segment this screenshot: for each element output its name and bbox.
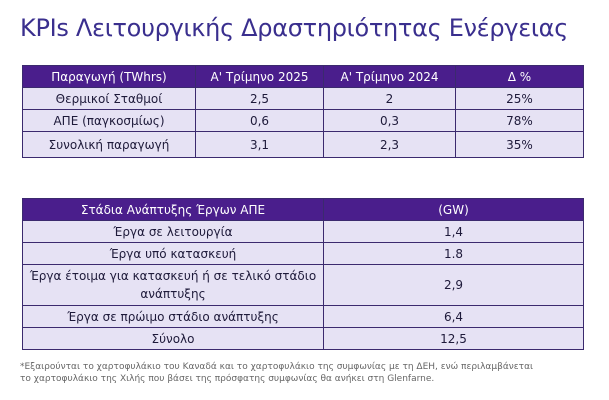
cell: Συνολική παραγωγή [22,131,196,158]
header-cell: Δ % [455,65,584,88]
kpi-table: Παραγωγή (TWhrs) Α' Τρίμηνο 2025 Α' Τρίμην… [22,65,584,158]
cell: Έργα υπό κατασκευή [22,242,324,265]
header-row: Παραγωγή (TWhrs) Α' Τρίμηνο 2025 Α' Τρίμην… [22,65,584,88]
cell: Έργα έτοιμα για κατασκευή ή σε τελικό στ… [22,264,324,306]
row: Έργα σε λειτουργία 1,4 [22,220,584,243]
cell: 6,4 [323,305,584,328]
row: Θερμικοί Σταθμοί 2,5 2 25% [22,87,584,110]
cell: 2,5 [195,87,324,110]
header-cell: Α' Τρίμηνο 2024 [323,65,456,88]
header-cell: Α' Τρίμηνο 2025 [195,65,324,88]
row: Έργα έτοιμα για κατασκευή ή σε τελικό στ… [22,264,584,306]
cell: 1.8 [323,242,584,265]
row: ΑΠΕ (παγκοσμίως) 0,6 0,3 78% [22,109,584,132]
header-row: Στάδια Ανάπτυξης Έργων ΑΠΕ (GW) [22,198,584,221]
projects-table: Στάδια Ανάπτυξης Έργων ΑΠΕ (GW) Έργα σε λε… [22,198,584,350]
cell: 2,9 [323,264,584,306]
cell: ΑΠΕ (παγκοσμίως) [22,109,196,132]
row: Συνολική παραγωγή 3,1 2,3 35% [22,131,584,158]
header-cell: Στάδια Ανάπτυξης Έργων ΑΠΕ [22,198,324,221]
cell: 78% [455,109,584,132]
header-cell: Παραγωγή (TWhrs) [22,65,196,88]
cell: 35% [455,131,584,158]
row: Έργα σε πρώιμο στάδιο ανάπτυξης 6,4 [22,305,584,328]
cell: 25% [455,87,584,110]
cell: Έργα σε πρώιμο στάδιο ανάπτυξης [22,305,324,328]
cell: 0,6 [195,109,324,132]
row: Έργα υπό κατασκευή 1.8 [22,242,584,265]
cell: 12,5 [323,327,584,350]
footnote: *Εξαιρούνται το χαρτοφυλάκιο του Καναδά … [20,361,533,385]
cell: Θερμικοί Σταθμοί [22,87,196,110]
cell: Έργα σε λειτουργία [22,220,324,243]
cell: Σύνολο [22,327,324,350]
cell: 3,1 [195,131,324,158]
footnote-line: το χαρτοφυλάκιο της Χιλής που βάσει της … [20,374,435,384]
cell: 1,4 [323,220,584,243]
cell: 0,3 [323,109,456,132]
row: Σύνολο 12,5 [22,327,584,350]
cell: 2 [323,87,456,110]
title: KPIs Λειτουργικής Δραστηριότητας Ενέργει… [20,14,568,42]
header-cell: (GW) [323,198,584,221]
cell: 2,3 [323,131,456,158]
footnote-line: *Εξαιρούνται το χαρτοφυλάκιο του Καναδά … [20,362,534,372]
